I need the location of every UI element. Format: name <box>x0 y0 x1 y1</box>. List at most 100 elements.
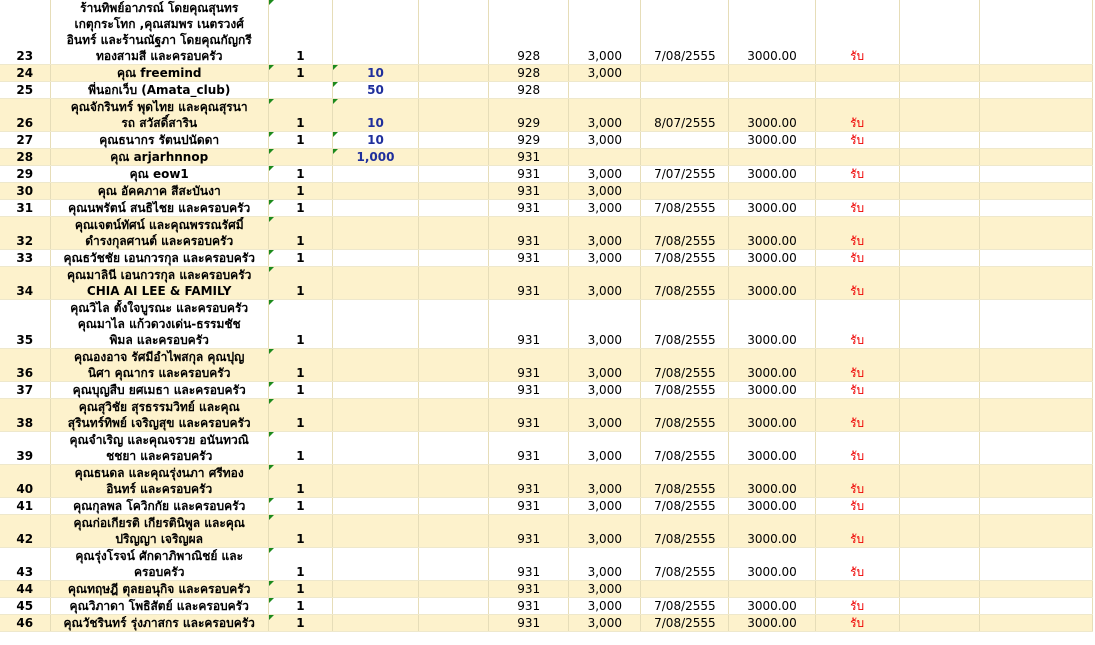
empty-cell[interactable] <box>899 381 980 399</box>
count-cell[interactable]: 1 <box>268 0 333 65</box>
name-cell[interactable]: คุณสุวิชัย สุรธรรมวิทย์ และคุณ สุรินทร์ทิ… <box>50 398 269 432</box>
amount-cell[interactable]: 3,000 <box>568 580 642 598</box>
date-cell[interactable] <box>640 81 730 99</box>
name-cell[interactable]: คุณมาลินี เอนกวรกุล และครอบครัว CHIA AI L… <box>50 266 269 300</box>
count-cell[interactable]: 1 <box>268 381 333 399</box>
empty-cell[interactable] <box>899 249 980 267</box>
empty-cell[interactable] <box>418 216 490 250</box>
empty-cell[interactable] <box>418 131 490 149</box>
name-cell[interactable]: คุณจักรินทร์ พุดไทย และคุณสุรนา รถ สวัสดิ… <box>50 98 269 132</box>
row-number-cell[interactable]: 29 <box>0 165 51 183</box>
count-cell[interactable]: 1 <box>268 98 333 132</box>
empty-cell[interactable] <box>899 148 980 166</box>
empty-cell[interactable] <box>979 614 1094 632</box>
empty-cell[interactable] <box>418 81 490 99</box>
empty-cell[interactable] <box>979 497 1094 515</box>
paid-cell[interactable]: 3000.00 <box>728 597 816 615</box>
amount-cell[interactable]: 3,000 <box>568 514 642 548</box>
code-cell[interactable]: 931 <box>488 431 570 465</box>
extra-count-cell[interactable]: 50 <box>332 81 420 99</box>
status-cell[interactable]: รับ <box>815 98 900 132</box>
row-number-cell[interactable]: 30 <box>0 182 51 200</box>
count-cell[interactable]: 1 <box>268 131 333 149</box>
empty-cell[interactable] <box>418 514 490 548</box>
code-cell[interactable]: 931 <box>488 597 570 615</box>
name-cell[interactable]: คุณ อัคคภาค สีสะบันงา <box>50 182 269 200</box>
name-cell[interactable]: คุณกุลพล โควิกกัย และครอบครัว <box>50 497 269 515</box>
count-cell[interactable]: 1 <box>268 64 333 82</box>
extra-count-cell[interactable] <box>332 249 420 267</box>
empty-cell[interactable] <box>979 131 1094 149</box>
name-cell[interactable]: คุณ freemind <box>50 64 269 82</box>
date-cell[interactable]: 7/08/2555 <box>640 547 730 581</box>
amount-cell[interactable]: 3,000 <box>568 182 642 200</box>
code-cell[interactable]: 931 <box>488 547 570 581</box>
date-cell[interactable]: 7/08/2555 <box>640 497 730 515</box>
row-number-cell[interactable]: 27 <box>0 131 51 149</box>
status-cell[interactable] <box>815 148 900 166</box>
amount-cell[interactable]: 3,000 <box>568 131 642 149</box>
count-cell[interactable]: 1 <box>268 497 333 515</box>
empty-cell[interactable] <box>979 64 1094 82</box>
status-cell[interactable]: รับ <box>815 497 900 515</box>
count-cell[interactable]: 1 <box>268 165 333 183</box>
date-cell[interactable] <box>640 148 730 166</box>
status-cell[interactable]: รับ <box>815 464 900 498</box>
amount-cell[interactable]: 3,000 <box>568 249 642 267</box>
extra-count-cell[interactable] <box>332 464 420 498</box>
code-cell[interactable]: 929 <box>488 98 570 132</box>
amount-cell[interactable]: 3,000 <box>568 348 642 382</box>
extra-count-cell[interactable] <box>332 216 420 250</box>
amount-cell[interactable]: 3,000 <box>568 398 642 432</box>
empty-cell[interactable] <box>418 614 490 632</box>
status-cell[interactable]: รับ <box>815 199 900 217</box>
empty-cell[interactable] <box>979 431 1094 465</box>
status-cell[interactable] <box>815 64 900 82</box>
empty-cell[interactable] <box>899 348 980 382</box>
amount-cell[interactable]: 3,000 <box>568 497 642 515</box>
extra-count-cell[interactable] <box>332 580 420 598</box>
count-cell[interactable]: 1 <box>268 464 333 498</box>
empty-cell[interactable] <box>899 0 980 65</box>
amount-cell[interactable]: 3,000 <box>568 266 642 300</box>
code-cell[interactable]: 931 <box>488 514 570 548</box>
count-cell[interactable]: 1 <box>268 547 333 581</box>
extra-count-cell[interactable] <box>332 381 420 399</box>
count-cell[interactable]: 1 <box>268 597 333 615</box>
count-cell[interactable]: 1 <box>268 199 333 217</box>
date-cell[interactable]: 7/08/2555 <box>640 464 730 498</box>
status-cell[interactable] <box>815 182 900 200</box>
name-cell[interactable]: คุณองอาจ รัศมีอำไพสกุล คุณปุญ นิศา คุณากร… <box>50 348 269 382</box>
empty-cell[interactable] <box>899 64 980 82</box>
status-cell[interactable] <box>815 580 900 598</box>
empty-cell[interactable] <box>979 398 1094 432</box>
paid-cell[interactable] <box>728 182 816 200</box>
empty-cell[interactable] <box>899 398 980 432</box>
code-cell[interactable]: 931 <box>488 165 570 183</box>
count-cell[interactable]: 1 <box>268 266 333 300</box>
empty-cell[interactable] <box>899 614 980 632</box>
paid-cell[interactable]: 3000.00 <box>728 497 816 515</box>
paid-cell[interactable] <box>728 580 816 598</box>
row-number-cell[interactable]: 28 <box>0 148 51 166</box>
empty-cell[interactable] <box>418 266 490 300</box>
status-cell[interactable]: รับ <box>815 381 900 399</box>
row-number-cell[interactable]: 45 <box>0 597 51 615</box>
empty-cell[interactable] <box>418 464 490 498</box>
code-cell[interactable]: 931 <box>488 216 570 250</box>
row-number-cell[interactable]: 38 <box>0 398 51 432</box>
extra-count-cell[interactable] <box>332 348 420 382</box>
row-number-cell[interactable]: 33 <box>0 249 51 267</box>
date-cell[interactable]: 7/08/2555 <box>640 614 730 632</box>
code-cell[interactable]: 931 <box>488 497 570 515</box>
status-cell[interactable]: รับ <box>815 0 900 65</box>
count-cell[interactable]: 1 <box>268 614 333 632</box>
paid-cell[interactable] <box>728 81 816 99</box>
empty-cell[interactable] <box>899 547 980 581</box>
amount-cell[interactable]: 3,000 <box>568 464 642 498</box>
row-number-cell[interactable]: 32 <box>0 216 51 250</box>
code-cell[interactable]: 931 <box>488 148 570 166</box>
status-cell[interactable]: รับ <box>815 398 900 432</box>
date-cell[interactable] <box>640 131 730 149</box>
amount-cell[interactable]: 3,000 <box>568 431 642 465</box>
